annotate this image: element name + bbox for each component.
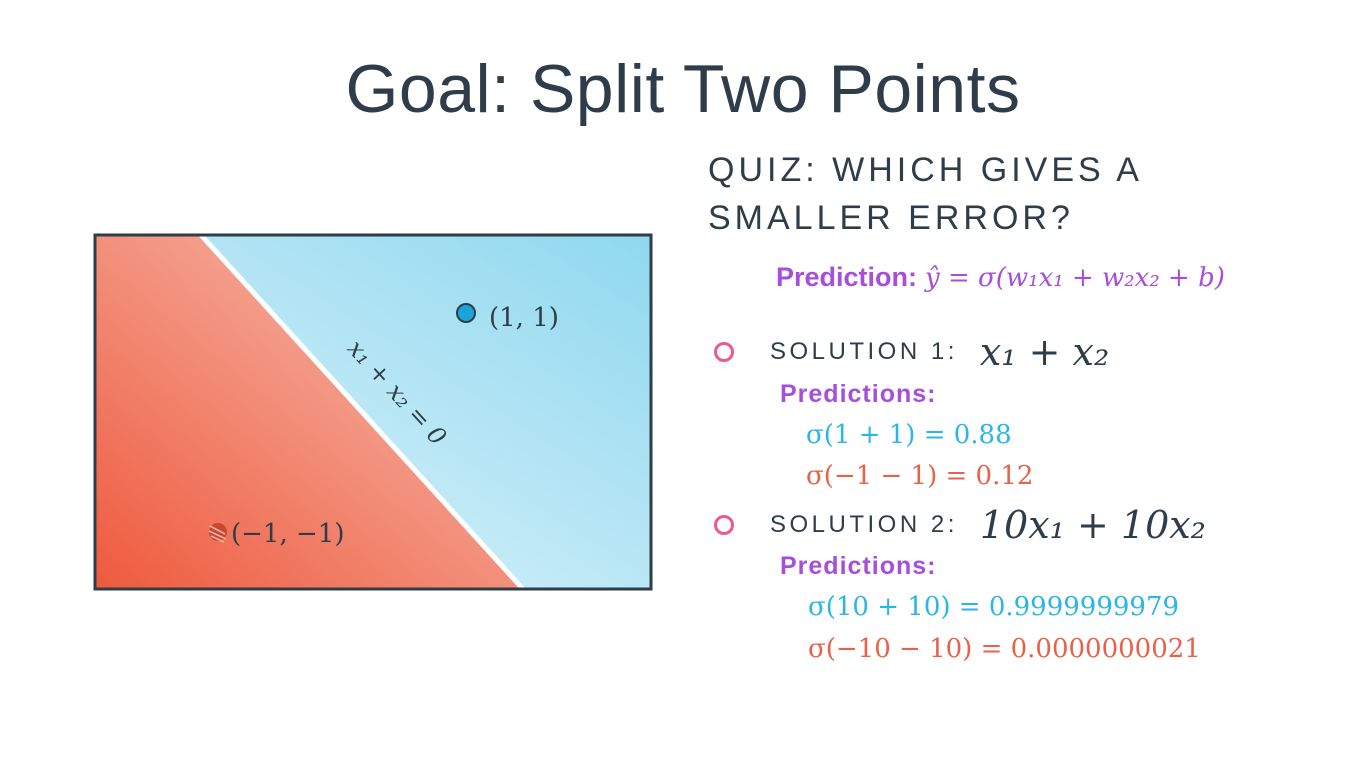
decision-boundary — [199, 233, 525, 591]
solution-1-pred-blue: σ(1 + 1) = 0.88 — [806, 420, 1012, 450]
red-region — [95, 235, 523, 589]
quiz-line-2: SMALLER ERROR? — [708, 199, 1074, 237]
point-blue — [456, 303, 476, 323]
solution-1-predictions-label: Predictions: — [780, 380, 937, 408]
quiz-line-1: QUIZ: WHICH GIVES A — [708, 151, 1143, 189]
solution-2-predictions-label: Predictions: — [780, 552, 937, 580]
prediction-math: ŷ = σ(w₁x₁ + w₂x₂ + b) — [925, 263, 1225, 293]
point-red-label: (−1, −1) — [231, 519, 344, 549]
prediction-formula: Prediction: ŷ = σ(w₁x₁ + w₂x₂ + b) — [776, 262, 1225, 293]
solution-2-pred-red: σ(−10 − 10) = 0.0000000021 — [808, 634, 1201, 664]
point-red — [208, 523, 227, 543]
solution-2[interactable]: SOLUTION 2: 10x₁ + 10x₂ — [714, 503, 1206, 547]
split-diagram: x₁ + x₂ = 0 (1, 1) (−1, −1) — [93, 233, 653, 591]
solution-1-label: SOLUTION 1: — [770, 338, 958, 365]
slide-title: Goal: Split Two Points — [345, 51, 1021, 127]
solution-1-radio[interactable] — [714, 342, 734, 362]
solution-2-radio[interactable] — [714, 515, 734, 535]
solution-2-formula: 10x₁ + 10x₂ — [979, 503, 1206, 547]
diagram-border — [93, 233, 653, 591]
solution-2-pred-blue: σ(10 + 10) = 0.9999999979 — [808, 592, 1180, 622]
solution-2-label: SOLUTION 2: — [770, 511, 958, 538]
point-blue-label: (1, 1) — [489, 303, 559, 333]
solution-1-formula: x₁ + x₂ — [979, 330, 1110, 374]
quiz-question: QUIZ: WHICH GIVES A SMALLER ERROR? — [708, 146, 1143, 242]
solution-1-pred-red: σ(−1 − 1) = 0.12 — [806, 461, 1034, 491]
solution-1[interactable]: SOLUTION 1: x₁ + x₂ — [714, 330, 1109, 374]
prediction-label: Prediction: — [776, 262, 918, 292]
